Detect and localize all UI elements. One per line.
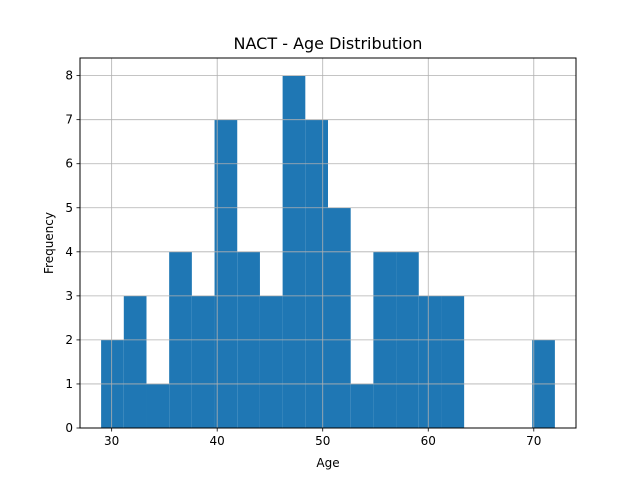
histogram-bar — [418, 295, 442, 428]
histogram-bar — [328, 207, 351, 428]
y-axis-label: Frequency — [42, 212, 56, 274]
x-axis-label: Age — [316, 456, 339, 470]
y-tick-label: 6 — [65, 157, 73, 171]
histogram-bar — [441, 295, 465, 428]
x-tick-label: 50 — [315, 434, 330, 448]
x-tick-label: 60 — [421, 434, 436, 448]
chart-title: NACT - Age Distribution — [234, 34, 423, 53]
y-tick-label: 1 — [65, 377, 73, 391]
plot-frame — [79, 57, 577, 429]
x-tick-label: 70 — [526, 434, 541, 448]
histogram-bar — [191, 295, 215, 428]
y-tick-label: 3 — [65, 289, 73, 303]
x-tick-label: 40 — [210, 434, 225, 448]
y-tick-label: 4 — [65, 245, 73, 259]
y-tick-label: 8 — [65, 69, 73, 83]
histogram-bar — [305, 119, 328, 429]
x-tick-label: 30 — [104, 434, 119, 448]
histogram-bar — [146, 383, 170, 428]
y-tick-label: 7 — [65, 113, 73, 127]
y-tick-label: 0 — [65, 421, 73, 435]
histogram-bar — [259, 295, 283, 428]
ticks-layer: 30 40 50 60 70 0 1 2 3 4 5 6 7 8 — [65, 69, 541, 448]
y-tick-label: 2 — [65, 333, 73, 347]
y-tick-label: 5 — [65, 201, 73, 215]
histogram-bar — [123, 295, 147, 428]
histogram-bar — [350, 383, 374, 428]
histogram-bar — [214, 119, 238, 429]
